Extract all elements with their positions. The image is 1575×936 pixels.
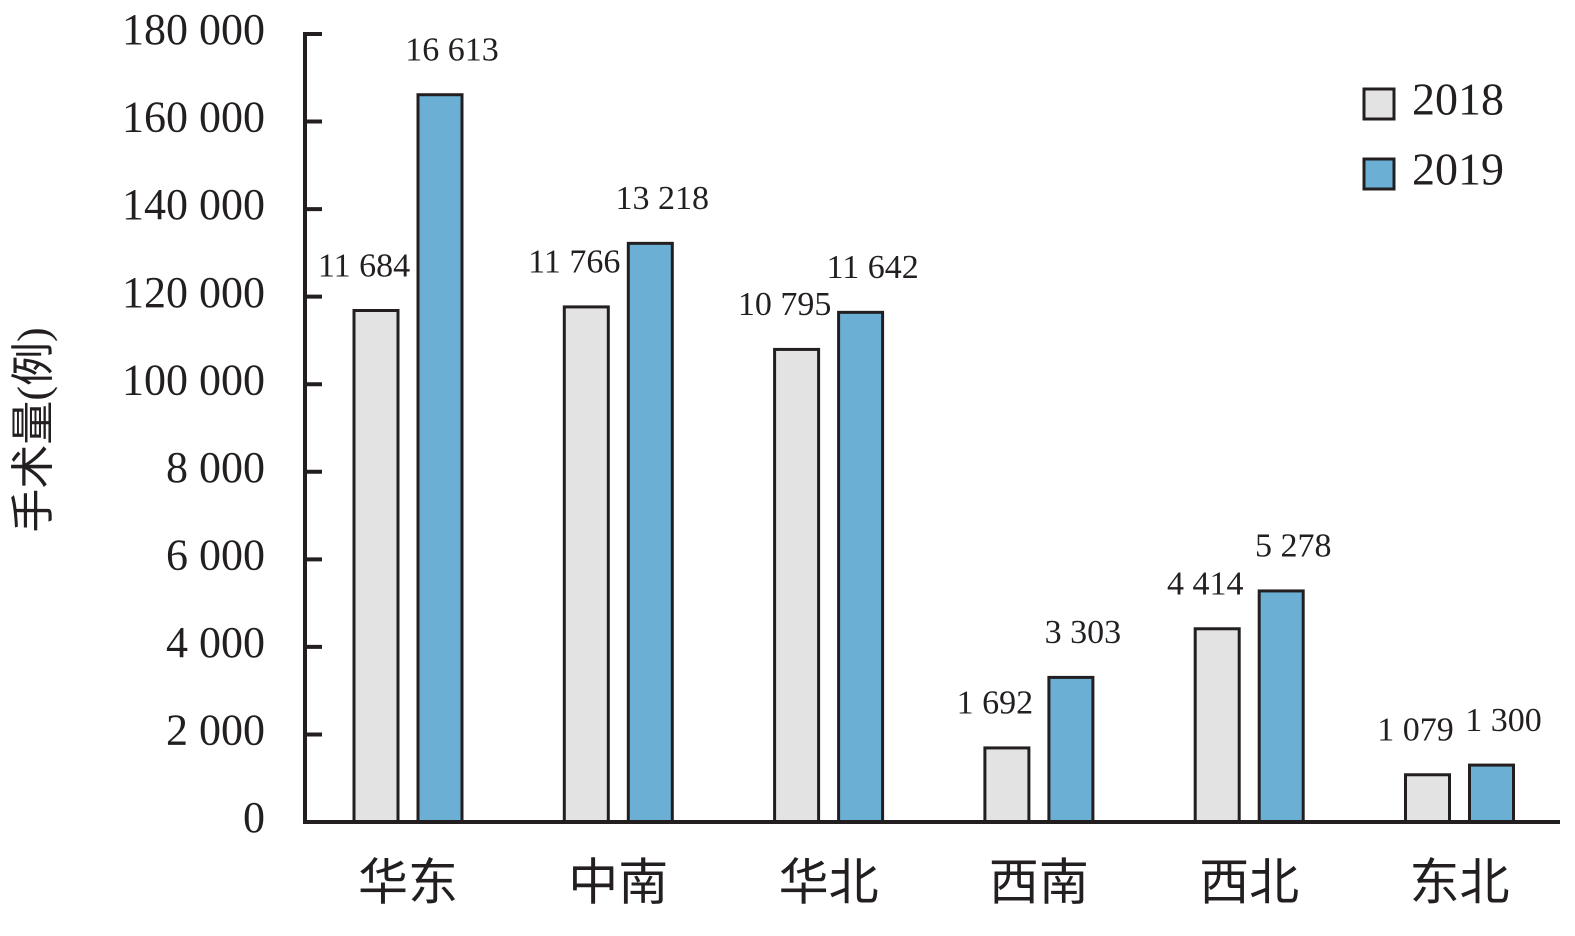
bar	[562, 305, 610, 824]
data-label: 5 278	[1255, 528, 1332, 565]
bar	[1468, 763, 1515, 824]
x-tick-label: 西北	[1199, 854, 1299, 910]
bar	[983, 746, 1031, 824]
y-tick-label: 100 000	[122, 355, 265, 404]
data-label: 3 303	[1045, 614, 1122, 651]
x-tick-label: 中南	[568, 854, 668, 910]
x-tick-label: 西南	[989, 854, 1089, 910]
data-label: 10 795	[738, 286, 832, 323]
x-tick-label: 东北	[1410, 854, 1510, 910]
y-tick-label: 120 000	[122, 268, 265, 317]
x-tick-label: 华东	[358, 854, 458, 910]
bar	[837, 310, 885, 824]
data-label: 16 613	[405, 32, 499, 69]
legend-label: 2019	[1412, 144, 1504, 195]
legend-swatch	[1362, 87, 1396, 121]
legend-swatch	[1362, 157, 1396, 191]
legend-label: 2018	[1412, 74, 1504, 125]
bar	[1047, 675, 1095, 824]
data-label: 1 692	[957, 685, 1034, 722]
y-tick-label: 140 000	[122, 180, 265, 229]
data-label: 1 300	[1465, 702, 1542, 739]
bar	[1257, 589, 1305, 824]
y-tick-label: 4 000	[166, 618, 265, 667]
y-tick-label: 0	[243, 793, 265, 842]
y-tick-label: 6 000	[166, 530, 265, 579]
x-tick-label: 华北	[779, 854, 879, 910]
bar	[1404, 773, 1451, 824]
bar	[352, 309, 400, 824]
y-tick-label: 180 000	[122, 5, 265, 54]
data-label: 1 079	[1377, 712, 1454, 749]
data-label: 11 684	[318, 247, 410, 284]
data-label: 13 218	[616, 180, 710, 217]
y-axis-label: 手术量(例)	[9, 327, 58, 532]
data-label: 11 642	[826, 249, 918, 286]
bar	[773, 347, 821, 824]
bar	[1193, 627, 1241, 824]
bar	[416, 93, 464, 824]
data-label: 11 766	[528, 244, 620, 281]
y-tick-label: 2 000	[166, 706, 265, 755]
bar	[626, 241, 674, 824]
data-label: 4 414	[1167, 566, 1244, 603]
y-tick-label: 160 000	[122, 93, 265, 142]
y-tick-label: 8 000	[166, 443, 265, 492]
